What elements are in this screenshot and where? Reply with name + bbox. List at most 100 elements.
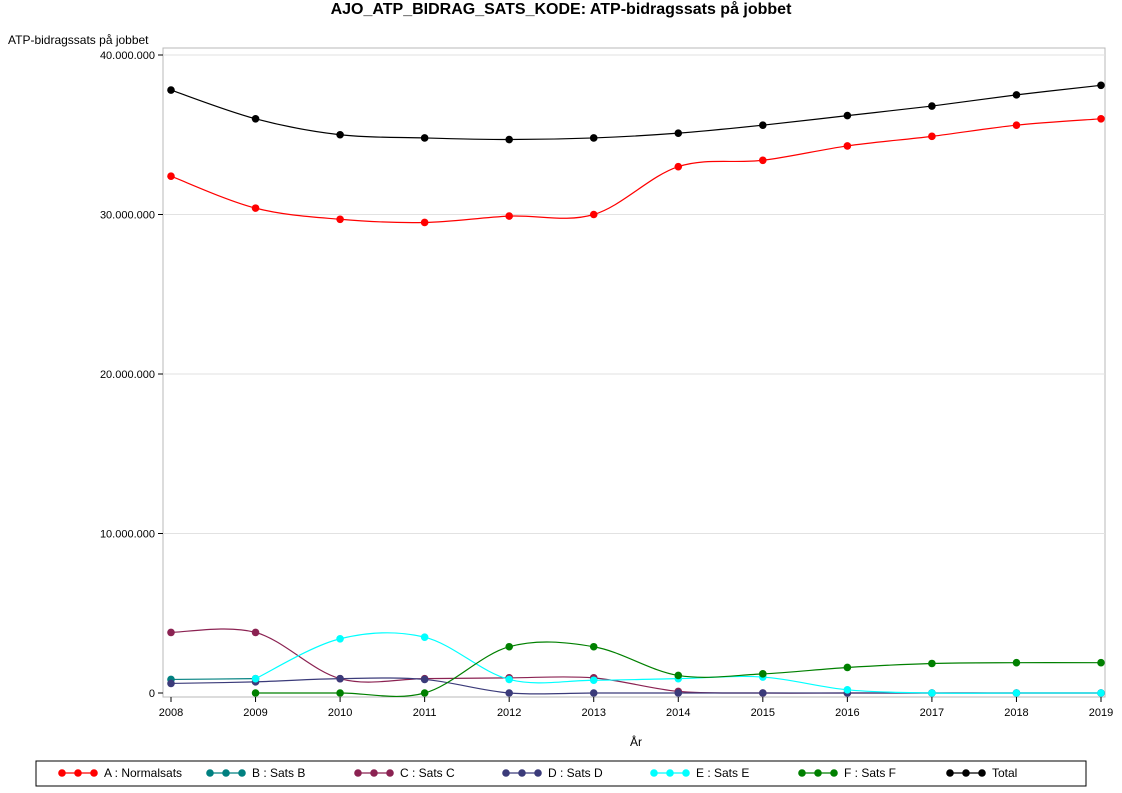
y-tick-label: 30.000.000 — [100, 210, 155, 222]
x-tick-label: 2014 — [666, 707, 690, 719]
data-point — [505, 212, 513, 220]
data-point — [589, 210, 598, 219]
series-0 — [167, 115, 1105, 227]
x-tick-label: 2019 — [1089, 707, 1113, 719]
data-point — [589, 689, 598, 697]
x-tick-label: 2009 — [243, 707, 267, 719]
data-point — [167, 86, 175, 94]
data-point — [1012, 121, 1021, 129]
data-point — [1097, 658, 1105, 667]
legend-marker — [814, 769, 822, 777]
series-line — [170, 84, 1102, 141]
legend-marker — [206, 769, 214, 777]
data-point — [420, 134, 429, 142]
legend-item: D : Sats D — [502, 766, 603, 780]
legend-marker — [386, 769, 394, 777]
legend-marker — [962, 769, 970, 777]
x-tick-label: 2015 — [751, 707, 775, 719]
data-point — [759, 121, 767, 129]
data-point — [674, 671, 683, 680]
legend-marker — [58, 769, 66, 777]
legend-items: A : Normalsats B : Sats B C : Sats C D : Sa… — [58, 766, 1017, 780]
data-point — [589, 676, 598, 685]
y-tick-label: 20.000.000 — [100, 369, 155, 381]
data-point — [336, 674, 344, 683]
data-point — [251, 689, 260, 697]
data-point — [1012, 91, 1021, 99]
legend-marker — [238, 769, 246, 777]
legend-label: B : Sats B — [252, 766, 305, 780]
data-point — [336, 215, 344, 224]
x-tick-label: 2018 — [1004, 707, 1028, 719]
data-point — [759, 156, 767, 165]
data-point — [505, 689, 513, 697]
legend-item: C : Sats C — [354, 766, 455, 780]
data-point — [336, 634, 344, 643]
legend-label: F : Sats F — [844, 766, 896, 780]
legend-label: C : Sats C — [400, 766, 455, 780]
plot-area — [162, 47, 1106, 698]
data-point — [843, 111, 852, 120]
data-point — [167, 628, 175, 637]
x-tick-label: 2013 — [581, 707, 605, 719]
data-point — [167, 172, 175, 181]
y-axis-label: ATP-bidragssats på jobbet — [8, 33, 149, 47]
data-point — [420, 689, 429, 697]
legend-marker — [370, 769, 378, 777]
data-point — [1012, 658, 1021, 667]
y-tick-label: 0 — [149, 688, 155, 700]
data-point — [674, 129, 683, 137]
y-axis: 0 10.000.000 20.000.000 30.000.000 40.000.00… — [100, 50, 163, 700]
legend-marker — [650, 769, 658, 777]
legend-marker — [682, 769, 690, 777]
legend-item: F : Sats F — [798, 766, 896, 780]
legend-item: A : Normalsats — [58, 766, 182, 780]
series-6 — [167, 81, 1105, 144]
data-point — [167, 679, 175, 688]
data-point — [928, 659, 936, 668]
data-point — [251, 204, 260, 212]
data-point — [1097, 115, 1105, 123]
data-point — [251, 628, 260, 637]
legend-marker — [354, 769, 362, 777]
series-5 — [251, 641, 1105, 697]
legend-marker — [666, 769, 674, 777]
data-point — [1097, 689, 1105, 697]
x-tick-label: 2012 — [497, 707, 521, 719]
legend-marker — [74, 769, 82, 777]
data-point — [1097, 81, 1105, 90]
data-point — [505, 642, 513, 651]
data-point — [843, 663, 852, 672]
gridlines — [163, 54, 1105, 534]
data-point — [928, 102, 936, 110]
legend-marker — [502, 769, 510, 777]
x-tick-label: 2017 — [920, 707, 944, 719]
legend-label: A : Normalsats — [104, 766, 182, 780]
legend-label: E : Sats E — [696, 766, 749, 780]
data-point — [251, 674, 260, 683]
data-point — [674, 689, 683, 697]
x-tick-label: 2008 — [159, 707, 183, 719]
legend-item: Total — [946, 766, 1017, 780]
series-line — [170, 678, 256, 681]
data-point — [759, 670, 767, 678]
x-tick-label: 2016 — [835, 707, 859, 719]
series-line — [170, 118, 1102, 224]
legend-marker — [946, 769, 954, 777]
data-point — [251, 115, 260, 123]
legend-item: B : Sats B — [206, 766, 305, 780]
legend-label: D : Sats D — [548, 766, 603, 780]
data-point — [336, 689, 344, 697]
data-point — [589, 134, 598, 142]
x-tick-label: 2010 — [328, 707, 352, 719]
legend-item: E : Sats E — [650, 766, 749, 780]
x-axis: 2008 2009 2010 2011 2012 2013 2014 2015 2016 2017… — [159, 697, 1113, 719]
legend-marker — [518, 769, 526, 777]
legend-marker — [978, 769, 986, 777]
chart-title: AJO_ATP_BIDRAG_SATS_KODE: ATP-bidragssat… — [330, 1, 792, 18]
data-point — [674, 162, 683, 171]
data-point — [420, 675, 429, 684]
series-group — [167, 81, 1105, 697]
x-axis-label: År — [630, 734, 642, 749]
